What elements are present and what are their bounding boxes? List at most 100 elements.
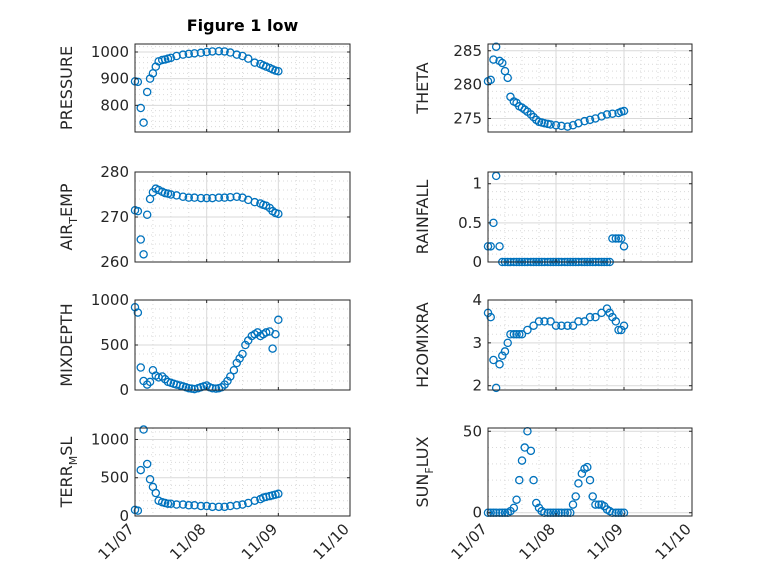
data-point [187, 384, 196, 393]
data-point [202, 501, 211, 511]
panel-sun-flux: 0 50 11/07 11/08 11/09 11/10 SUNFLUX [413, 422, 695, 563]
data-point [491, 383, 501, 393]
data-point [232, 192, 242, 201]
y-axis-label: SUNFLUX [413, 436, 436, 507]
data-point [142, 210, 152, 219]
data-point [503, 338, 512, 348]
data-point [166, 499, 176, 509]
data-point [557, 121, 566, 131]
data-point [611, 234, 621, 243]
data-point [196, 48, 206, 58]
data-point [232, 50, 242, 59]
data-point [163, 499, 173, 509]
data-point [184, 383, 193, 393]
data-point [250, 58, 259, 67]
y-axis-label: TERRMSL [57, 437, 80, 509]
data-point [226, 501, 235, 511]
data-point [241, 340, 250, 350]
data-point [243, 54, 253, 63]
data-point [238, 500, 247, 509]
data-point [226, 192, 235, 202]
data-point [214, 502, 224, 512]
data-point [540, 118, 549, 128]
data-point [580, 317, 589, 326]
data-point [178, 50, 188, 59]
data-point [585, 115, 595, 125]
data-point [500, 347, 510, 356]
panel-mixdepth: 0 500 1000 MIXDEPTH [57, 291, 351, 399]
data-point [563, 321, 572, 330]
data-point [529, 475, 538, 485]
axes-box [487, 427, 693, 517]
data-point [526, 110, 536, 119]
data-point [220, 47, 229, 56]
y-tick-label: 275 [453, 109, 482, 127]
data-point [274, 489, 283, 499]
data-point [214, 46, 224, 56]
data-point [489, 55, 498, 64]
axes-box [134, 427, 351, 517]
y-axis-label: MIXDEPTH [57, 303, 76, 386]
y-tick-label: 260 [100, 253, 129, 271]
data-point [136, 465, 145, 475]
data-point [211, 384, 221, 393]
data-point [274, 209, 283, 219]
data-point [529, 321, 538, 330]
data-point [142, 87, 152, 97]
x-tick-label: 11/09 [584, 520, 627, 563]
data-point [580, 116, 589, 126]
data-point [491, 42, 501, 51]
axes-box [487, 299, 693, 391]
data-point [591, 312, 600, 322]
data-point [568, 500, 578, 509]
data-point [619, 106, 629, 116]
data-point [506, 330, 515, 339]
data-point [133, 506, 143, 515]
y-tick-label: 2 [472, 377, 482, 395]
data-point [238, 349, 247, 359]
data-point [151, 488, 161, 498]
chart-title: Figure 1 low [187, 16, 299, 35]
data-point [498, 58, 507, 68]
data-point [546, 317, 555, 326]
data-point [136, 363, 145, 372]
data-point [184, 193, 193, 202]
y-axis-label: PRESSURE [57, 46, 76, 130]
data-point [229, 365, 239, 375]
y-axis-label: H2OMIXRA [413, 302, 432, 388]
y-tick-label: 500 [100, 336, 129, 354]
y-tick-label: 280 [453, 76, 482, 94]
data-point [220, 193, 229, 202]
data-point [486, 312, 495, 322]
data-point [202, 193, 211, 203]
data-point [184, 501, 193, 510]
data-point [250, 197, 259, 207]
axes-box [134, 43, 351, 133]
data-point [585, 312, 595, 322]
y-tick-label: 800 [100, 96, 129, 114]
data-point [145, 194, 155, 204]
data-point [602, 304, 612, 313]
data-point [166, 190, 176, 199]
x-tick-label: 11/07 [448, 520, 491, 563]
data-point [495, 360, 504, 369]
data-point [208, 47, 217, 56]
data-point [178, 192, 188, 201]
data-point [235, 354, 244, 363]
y-axis-label: RAINFALL [413, 180, 432, 255]
y-tick-label: 1000 [91, 43, 129, 61]
data-point [617, 234, 626, 243]
data-point [571, 492, 580, 501]
data-point [608, 109, 617, 118]
data-point [190, 193, 199, 202]
data-point [594, 500, 604, 509]
y-tick-label: 900 [100, 70, 129, 88]
panel-theta: 275 280 285 THETA [413, 42, 693, 133]
data-point [517, 456, 527, 465]
y-tick-label: 270 [100, 208, 129, 226]
data-point [574, 479, 583, 488]
x-tick-label: 11/10 [652, 520, 695, 563]
data-point [608, 234, 617, 243]
data-point [498, 351, 507, 360]
data-point [597, 308, 606, 318]
